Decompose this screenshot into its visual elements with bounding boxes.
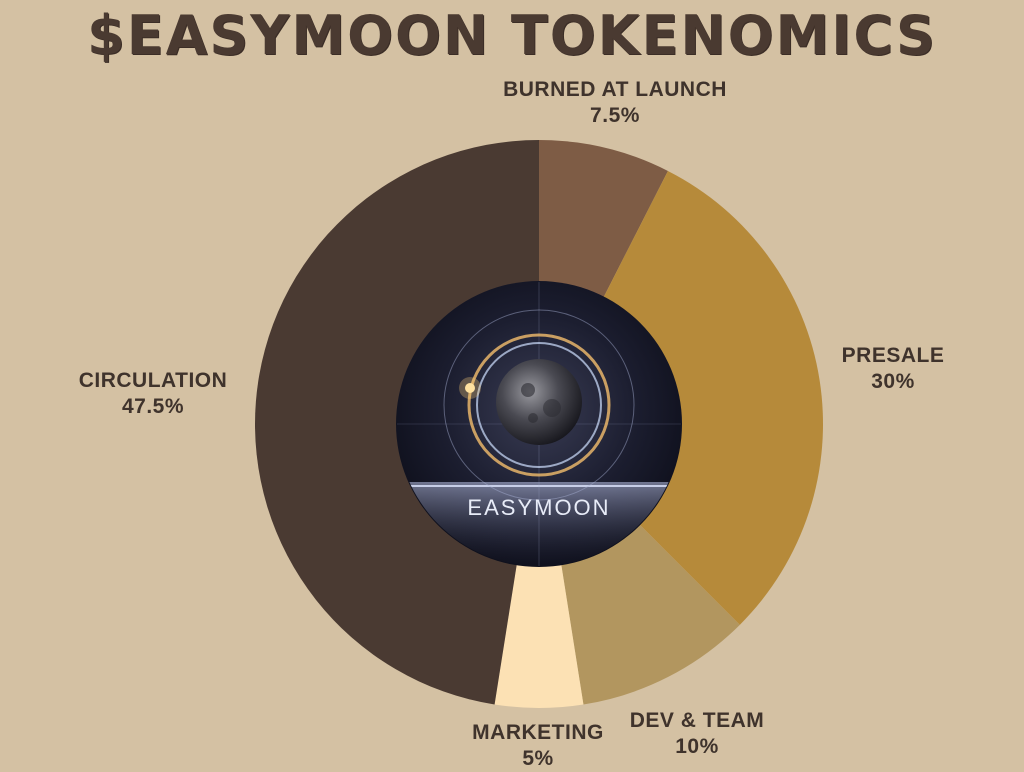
slice-percent: 30% (871, 370, 915, 393)
slice-label: CIRCULATION 47.5% (79, 368, 228, 420)
slice-label: BURNED AT LAUNCH 7.5% (503, 77, 727, 129)
slice-percent: 7.5% (590, 104, 640, 127)
chart-title: $EASYMOON TOKENOMICS (87, 4, 937, 67)
slice-percent: 10% (675, 735, 719, 758)
slice-name: BURNED AT LAUNCH (503, 78, 727, 101)
slice-name: MARKETING (472, 721, 604, 744)
slice-name: DEV & TEAM (629, 709, 765, 732)
slice-percent: 5% (522, 747, 554, 770)
slice-name: PRESALE (841, 344, 945, 367)
pie-slice-presale (539, 170, 823, 625)
slice-name: CIRCULATION (78, 369, 228, 392)
slice-label: MARKETING 5% (472, 720, 604, 772)
slice-label: PRESALE 30% (842, 343, 945, 395)
center-logo-text: EASYMOON (467, 495, 610, 520)
slice-percent: 47.5% (121, 395, 185, 418)
slice-label: DEV & TEAM 10% (630, 708, 765, 760)
